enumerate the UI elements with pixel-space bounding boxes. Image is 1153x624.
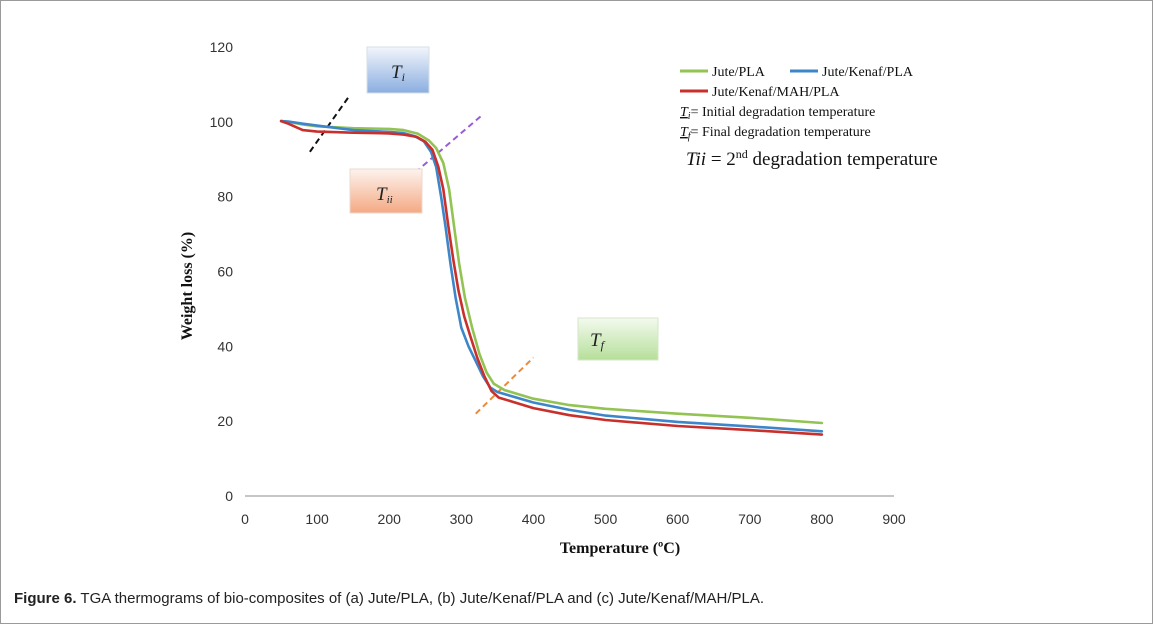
- x-axis-title: Temperature (ºC): [560, 540, 680, 557]
- legend-label-jute-pla: Jute/PLA: [712, 65, 766, 80]
- annotation-tii: Tii: [349, 168, 423, 214]
- y-tick-label: 80: [217, 189, 233, 205]
- annotation-tii-box: [349, 168, 423, 214]
- figure-caption-label: Figure 6.: [14, 590, 77, 607]
- annotation-tii-guide-line: [399, 113, 484, 187]
- x-tick-label: 200: [378, 511, 402, 527]
- annotation-tf-box: [577, 317, 659, 361]
- legend: Jute/PLA Jute/Kenaf/PLA Jute/Kenaf/MAH/P…: [680, 65, 938, 170]
- annotation-ti-guide-line: [309, 95, 351, 153]
- x-tick-label: 600: [666, 511, 690, 527]
- annotation-tii-label: Tii: [376, 184, 393, 206]
- series-line-jute-pla: [279, 119, 824, 425]
- x-tick-label: 900: [882, 511, 906, 527]
- annotation-tf-label: Tf: [590, 330, 606, 352]
- y-tick-label: 100: [210, 114, 234, 130]
- annotation-ti: Ti: [366, 46, 430, 94]
- y-tick-label: 60: [217, 264, 233, 280]
- legend-label-jute-kenaf-pla: Jute/Kenaf/PLA: [822, 65, 914, 80]
- y-tick-label: 20: [217, 413, 233, 429]
- legend-note-tf: Tf= Final degradation temperature: [680, 125, 871, 142]
- x-tick-label: 800: [810, 511, 834, 527]
- x-tick-label: 100: [305, 511, 329, 527]
- figure-caption: Figure 6. TGA thermograms of bio-composi…: [14, 590, 764, 607]
- y-tick-label: 40: [217, 338, 233, 354]
- annotation-tf: Tf: [577, 317, 659, 361]
- annotation-ti-label: Ti: [391, 62, 405, 84]
- series-line-jute-kenaf-mah-pla: [279, 119, 824, 436]
- x-tick-label: 500: [594, 511, 618, 527]
- legend-note-ti: Ti= Initial degradation temperature: [680, 105, 875, 122]
- legend-label-jute-kenaf-mah-pla: Jute/Kenaf/MAH/PLA: [712, 85, 840, 100]
- annotation-ti-box: [366, 46, 430, 94]
- legend-note-tii: Tii = 2nd degradation temperature: [686, 147, 938, 170]
- series-lines: [279, 119, 824, 436]
- x-tick-label: 300: [450, 511, 474, 527]
- x-tick-label: 700: [738, 511, 762, 527]
- figure-caption-text: TGA thermograms of bio-composites of (a)…: [76, 590, 765, 607]
- tick-labels: 0 100 200 300 400 500 600 700 800 900 0 20 40 60 80 100…: [210, 39, 906, 527]
- series-line-jute-kenaf-pla: [279, 119, 824, 433]
- annotation-tf-guide-line: [475, 356, 535, 415]
- x-tick-label: 0: [241, 511, 249, 527]
- y-tick-label: 120: [210, 39, 234, 55]
- y-tick-label: 0: [225, 488, 233, 504]
- y-axis-title: Weight loss (%): [179, 232, 196, 340]
- x-tick-label: 400: [522, 511, 546, 527]
- annotation-lines: [309, 95, 535, 415]
